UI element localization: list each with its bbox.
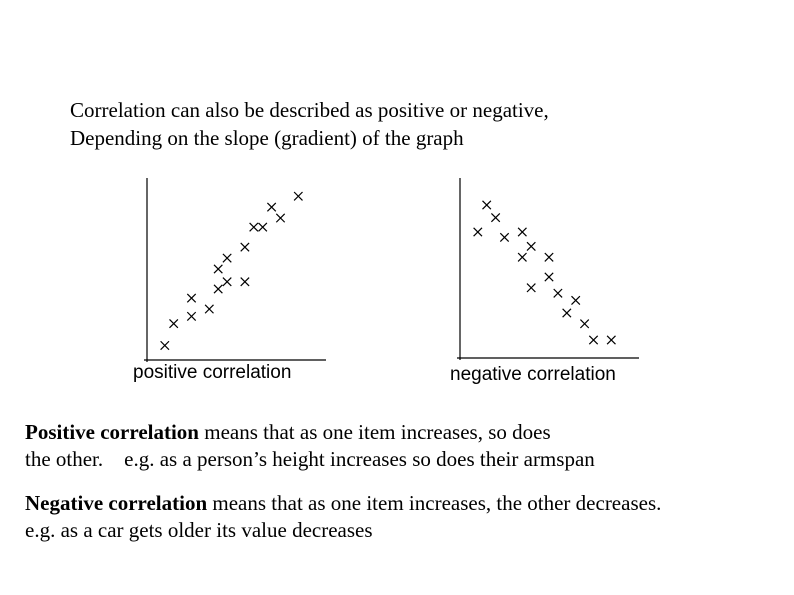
positive-data-point (249, 222, 259, 232)
negative-term: Negative correlation (25, 491, 208, 515)
positive-data-point (213, 264, 223, 274)
negative-data-point (517, 252, 527, 262)
negative-data-point (517, 227, 527, 237)
positive-definition-text: means that as one item increases, so doe… (198, 420, 551, 444)
negative-plot-group (457, 178, 639, 360)
negative-data-point (553, 288, 563, 298)
negative-data-point (490, 212, 501, 223)
negative-data-point (571, 295, 581, 306)
negative-data-point (482, 200, 492, 210)
negative-data-point (562, 308, 572, 318)
positive-plot-caption: positive correlation (133, 362, 292, 383)
positive-data-point (204, 304, 214, 314)
negative-definition-text: means that as one item increases, the ot… (207, 491, 662, 515)
positive-data-point (258, 222, 268, 232)
negative-example: e.g. as a car gets older its value decre… (25, 518, 373, 542)
positive-data-point (275, 213, 286, 223)
negative-data-point (544, 252, 554, 262)
negative-data-point (526, 283, 536, 293)
positive-plot-group (144, 178, 326, 362)
intro-line-2: Depending on the slope (gradient) of the… (70, 126, 464, 150)
intro-line-1: Correlation can also be described as pos… (70, 98, 549, 122)
positive-data-point (240, 277, 250, 287)
positive-data-point (222, 253, 232, 263)
positive-data-point (186, 293, 197, 303)
negative-data-point (579, 319, 590, 329)
positive-data-point (169, 318, 179, 329)
positive-data-point (160, 340, 170, 351)
negative-data-point (473, 227, 483, 237)
negative-data-point (544, 272, 554, 282)
positive-data-point (240, 242, 250, 252)
positive-data-point (293, 191, 303, 201)
negative-definition: Negative correlation means that as one i… (25, 490, 661, 544)
negative-plot-caption: negative correlation (450, 364, 616, 385)
intro-text: Correlation can also be described as pos… (70, 96, 549, 152)
negative-data-point (588, 335, 599, 345)
positive-data-point (186, 311, 197, 321)
positive-data-point (222, 277, 232, 287)
positive-data-point (266, 202, 277, 212)
negative-data-point (499, 232, 510, 243)
positive-example: the other. e.g. as a person’s height inc… (25, 447, 595, 471)
negative-data-point (526, 241, 536, 252)
negative-data-point (606, 335, 616, 345)
positive-data-point (213, 284, 223, 294)
positive-term: Positive correlation (25, 420, 199, 444)
positive-definition: Positive correlation means that as one i… (25, 419, 595, 473)
